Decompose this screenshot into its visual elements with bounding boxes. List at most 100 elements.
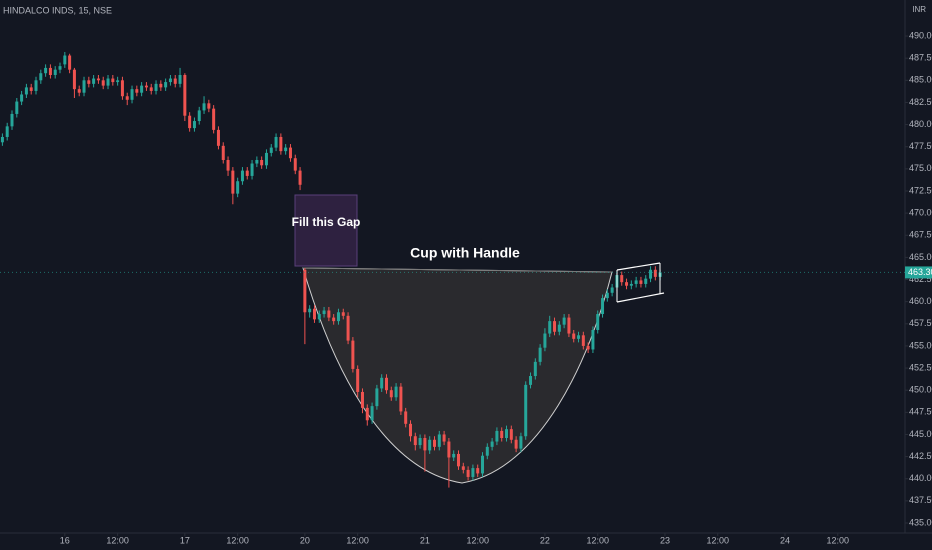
candle-body: [553, 321, 557, 332]
y-tick-label: 440.00: [909, 473, 932, 483]
y-tick-label: 442.50: [909, 451, 932, 461]
candle-body: [183, 74, 187, 116]
candle-body: [394, 386, 398, 398]
candle-body: [197, 110, 201, 122]
candle-body: [39, 73, 43, 81]
y-tick-label: 472.50: [909, 185, 932, 195]
y-tick-label: 467.50: [909, 230, 932, 240]
candle-body: [68, 55, 72, 70]
candle-body: [72, 69, 76, 90]
candle-body: [5, 126, 9, 137]
candle-body: [524, 384, 528, 437]
candle-body: [298, 170, 302, 185]
candle-body: [466, 469, 470, 477]
chart-title: HINDALCO INDS, 15, NSE: [3, 5, 112, 15]
candle-body: [495, 430, 499, 442]
handle-channel: [616, 262, 665, 303]
candle-body: [144, 85, 148, 88]
candle-body: [236, 181, 240, 194]
gap-box: [294, 194, 358, 267]
candle-body: [188, 115, 192, 129]
candle-body: [557, 324, 561, 332]
candle-body: [380, 377, 384, 389]
candle-body: [130, 89, 134, 100]
candles: [0, 51, 662, 488]
candle-body: [264, 152, 268, 166]
y-tick-label: 470.00: [909, 207, 932, 217]
y-tick-label: 447.50: [909, 407, 932, 417]
candle-body: [24, 87, 28, 95]
candle-body: [567, 317, 571, 334]
candle-body: [581, 335, 585, 346]
candle-body: [653, 269, 657, 277]
candle-body: [509, 429, 513, 440]
candle-body: [327, 310, 331, 318]
candle-body: [212, 108, 216, 130]
candle-body: [562, 317, 566, 325]
candle-body: [279, 136, 283, 152]
candle-body: [63, 55, 67, 65]
candle-body: [260, 159, 264, 166]
y-tick-label: 485.00: [909, 75, 932, 85]
candle-body: [34, 80, 38, 91]
candle-body: [644, 278, 648, 284]
candle-body: [140, 85, 144, 93]
candle-body: [207, 103, 211, 109]
last-price-box: [905, 266, 932, 279]
channel-top: [616, 262, 661, 271]
y-tick-label: 445.00: [909, 429, 932, 439]
candle-body: [10, 113, 14, 127]
x-tick-label: 12:00: [706, 535, 729, 545]
candle-body: [240, 170, 244, 182]
candle-body: [303, 269, 307, 313]
candle-body: [471, 468, 475, 477]
candle-body: [15, 101, 19, 114]
candle-body: [365, 407, 369, 421]
candle-body: [58, 66, 62, 70]
candle-body: [178, 74, 182, 84]
candle-body: [255, 159, 259, 164]
candle-body: [543, 333, 547, 348]
candle-body: [586, 345, 590, 350]
candle-body: [634, 280, 638, 284]
candle-body: [82, 80, 86, 93]
candle-body: [437, 434, 441, 447]
candle-body: [418, 437, 422, 446]
y-tick-label: 437.50: [909, 495, 932, 505]
candle-body: [106, 78, 110, 86]
candle-body: [168, 78, 172, 83]
candle-body: [629, 283, 633, 286]
x-tick-label: 12:00: [106, 535, 129, 545]
y-tick-label: 462.50: [909, 274, 932, 284]
candle-body: [538, 347, 542, 362]
candle-body: [442, 434, 446, 442]
candle-body: [408, 423, 412, 437]
y-tick-label: 450.00: [909, 385, 932, 395]
candle-body: [591, 329, 595, 350]
candle-body: [529, 376, 533, 385]
channel-bottom: [616, 292, 665, 303]
x-tick-label: 12:00: [466, 535, 489, 545]
y-tick-label: 475.00: [909, 163, 932, 173]
candle-body: [250, 163, 254, 176]
candle-body: [164, 82, 168, 88]
y-tick-label: 490.00: [909, 30, 932, 40]
y-tick-label: 482.50: [909, 97, 932, 107]
x-tick-label: 16: [60, 535, 70, 545]
candle-body: [610, 287, 614, 293]
x-tick-label: 12:00: [827, 535, 850, 545]
candle-body: [500, 430, 504, 438]
y-tick-label: 455.00: [909, 340, 932, 350]
candle-body: [29, 87, 33, 91]
candle-body: [490, 441, 494, 447]
y-tick-label: 477.50: [909, 141, 932, 151]
y-tick-label: 465.00: [909, 252, 932, 262]
candle-body: [548, 321, 552, 334]
candle-body: [77, 89, 81, 93]
candle-body: [404, 411, 408, 424]
candle-body: [269, 147, 273, 153]
candle-body: [423, 437, 427, 451]
candle-body: [639, 280, 643, 284]
candle-body: [274, 136, 278, 148]
candle-body: [53, 69, 57, 75]
